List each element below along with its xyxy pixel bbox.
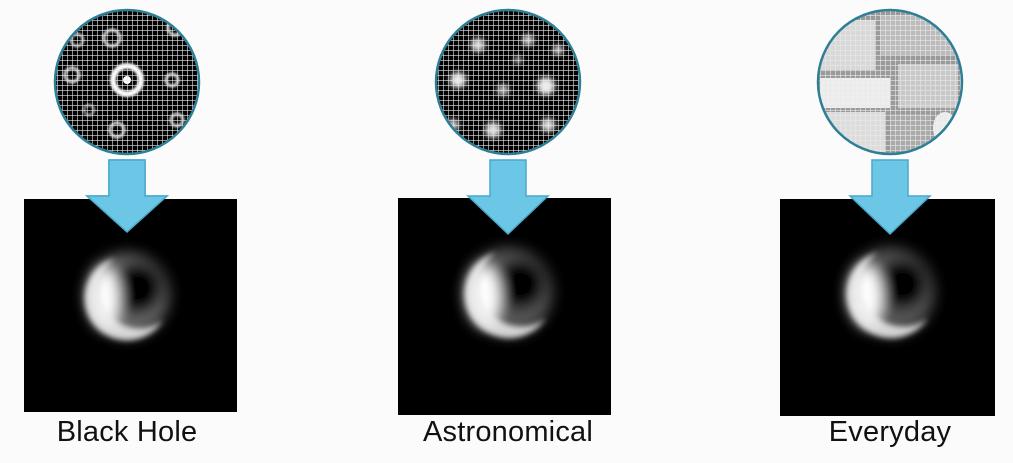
black-hole-figure <box>24 8 237 412</box>
panel-everyday: Everyday <box>780 0 1000 463</box>
panel-black-hole: Black Hole <box>17 0 237 463</box>
training-set-circle <box>434 8 582 156</box>
training-set-circle <box>53 8 201 156</box>
reconstruction-image <box>398 198 611 415</box>
everyday-figure <box>780 8 995 416</box>
down-arrow-icon <box>466 159 550 236</box>
reconstruction-image <box>24 159 237 412</box>
reconstruction-image <box>780 199 995 416</box>
caption-black-hole: Black Hole <box>56 416 198 448</box>
panel-astronomical: Astronomical <box>398 0 618 463</box>
down-arrow-icon <box>848 159 932 236</box>
caption-astronomical: Astronomical <box>422 416 593 448</box>
caption-everyday: Everyday <box>828 416 952 448</box>
training-set-circle <box>816 8 964 156</box>
astronomical-figure <box>398 8 611 415</box>
